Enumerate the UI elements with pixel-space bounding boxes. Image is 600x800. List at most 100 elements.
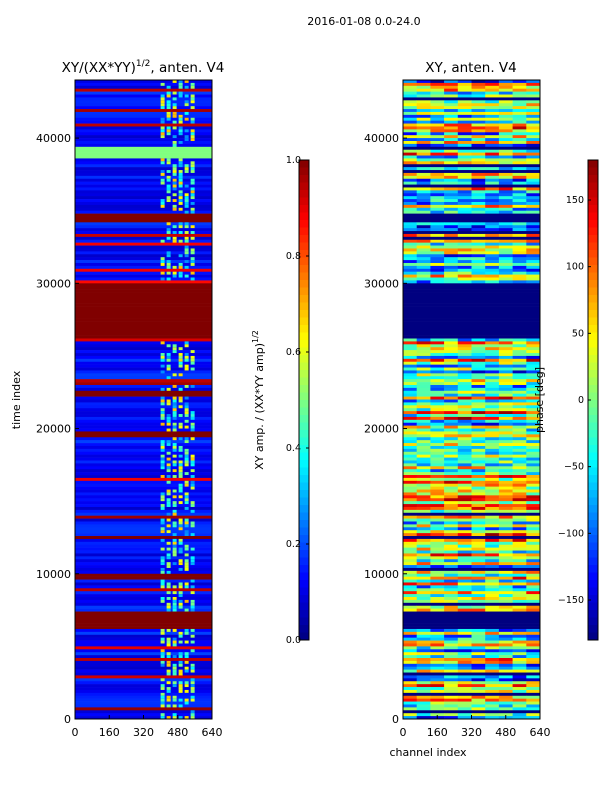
heatmap-cell: [444, 521, 459, 525]
colorbar-step: [588, 370, 598, 378]
heatmap-cell: [416, 480, 431, 485]
colorbar-step: [299, 580, 309, 588]
heatmap-cell: [416, 367, 431, 371]
heatmap-cell: [457, 466, 472, 470]
heatmap-cell: [430, 245, 445, 249]
heatmap-cell: [190, 361, 195, 365]
heatmap-cell: [172, 501, 177, 505]
heatmap-cell: [416, 143, 431, 148]
heatmap-cell: [498, 280, 513, 284]
heatmap-cell: [471, 132, 486, 136]
colorbar-step: [299, 332, 309, 341]
heatmap-cell: [512, 178, 527, 182]
heatmap-cell: [498, 640, 513, 644]
heatmap-cell: [430, 440, 445, 444]
heatmap-cell: [526, 634, 540, 638]
heatmap-cell: [416, 434, 431, 438]
heatmap-cell: [166, 652, 171, 656]
heatmap-cell: [485, 175, 500, 180]
heatmap-cell: [457, 666, 472, 670]
heatmap-cell: [160, 579, 165, 583]
heatmap-cell: [512, 265, 527, 270]
heatmap-row: [75, 634, 212, 638]
heatmap-row: [75, 129, 212, 133]
heatmap-cell: [444, 384, 459, 389]
heatmap-cell: [444, 466, 459, 470]
heatmap-cell: [471, 187, 486, 191]
heatmap-cell: [430, 562, 445, 566]
heatmap-row: [75, 283, 212, 287]
heatmap-cell: [403, 353, 417, 357]
heatmap-cell: [430, 666, 445, 670]
heatmap-cell: [178, 91, 183, 95]
heatmap-cell: [403, 277, 417, 281]
heatmap-cell: [166, 681, 171, 685]
heatmap-cell: [178, 672, 183, 676]
heatmap-cell: [498, 675, 513, 679]
heatmap-cell: [512, 138, 527, 142]
heatmap-cell: [498, 489, 513, 493]
heatmap-cell: [444, 262, 459, 267]
heatmap-row: [75, 158, 212, 162]
heatmap-cell: [512, 472, 527, 476]
y-tick-label: 0: [392, 713, 399, 726]
heatmap-cell: [416, 675, 431, 679]
heatmap-cell: [166, 597, 171, 601]
heatmap-cell: [160, 475, 165, 479]
heatmap-cell: [498, 129, 513, 133]
heatmap-row: [75, 329, 212, 333]
heatmap-cell: [444, 594, 459, 598]
heatmap-cell: [444, 492, 459, 496]
heatmap-cell: [416, 687, 431, 691]
heatmap-cell: [190, 556, 195, 560]
heatmap-cell: [190, 585, 195, 589]
heatmap-cell: [512, 486, 527, 490]
heatmap-cell: [485, 675, 500, 679]
heatmap-cell: [444, 480, 459, 485]
heatmap-cell: [403, 495, 417, 499]
heatmap-cell: [184, 533, 189, 537]
heatmap-row: [75, 181, 212, 185]
heatmap-cell: [444, 338, 459, 342]
heatmap-cell: [498, 486, 513, 490]
heatmap-cell: [512, 448, 527, 453]
heatmap-cell: [512, 376, 527, 380]
heatmap-cell: [444, 138, 459, 142]
heatmap-cell: [498, 370, 513, 374]
heatmap-cell: [485, 504, 500, 508]
heatmap-cell: [512, 698, 527, 702]
heatmap-cell: [172, 672, 177, 676]
heatmap-cell: [498, 591, 513, 595]
colorbar-tick-label: 0: [578, 395, 584, 406]
heatmap-cell: [184, 103, 189, 107]
heatmap-cell: [430, 190, 445, 194]
heatmap-cell: [498, 660, 513, 665]
heatmap-cell: [416, 448, 431, 453]
heatmap-cell: [416, 181, 431, 185]
heatmap-cell: [178, 193, 183, 197]
heatmap-cell: [457, 483, 472, 487]
heatmap-cell: [512, 591, 527, 595]
heatmap-cell: [471, 431, 486, 435]
heatmap-cell: [178, 594, 183, 598]
heatmap-cell: [430, 268, 445, 272]
heatmap-cell: [403, 576, 417, 580]
heatmap-cell: [471, 498, 486, 502]
heatmap-cell: [485, 544, 500, 548]
heatmap-row: [75, 451, 212, 455]
heatmap-cell: [416, 515, 431, 519]
heatmap-cell: [471, 582, 486, 586]
heatmap-cell: [444, 370, 459, 374]
heatmap-cell: [498, 713, 513, 717]
heatmap-cell: [457, 384, 472, 389]
heatmap-cell: [416, 152, 431, 156]
heatmap-cell: [485, 579, 500, 583]
heatmap-cell: [178, 634, 183, 638]
heatmap-cell: [416, 271, 431, 275]
heatmap-cell: [526, 550, 540, 554]
heatmap-cell: [457, 570, 472, 575]
heatmap-cell: [416, 469, 431, 473]
heatmap-cell: [471, 425, 486, 429]
heatmap-cell: [190, 257, 195, 261]
heatmap-cell: [512, 152, 527, 156]
